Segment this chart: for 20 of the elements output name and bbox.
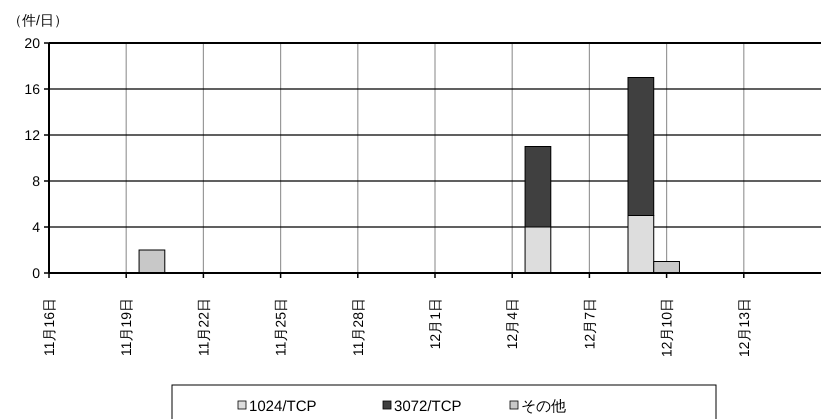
y-tick-label: 4: [32, 219, 40, 235]
x-tick-label: 12月10日: [658, 298, 675, 358]
x-tick-label: 12月13日: [736, 298, 752, 358]
x-tick-label: 12月1日: [427, 298, 443, 350]
x-tick-label: 11月28日: [350, 298, 366, 356]
y-tick-label: 12: [24, 127, 40, 143]
x-tick-label: 12月7日: [581, 298, 598, 350]
legend-label: 1024/TCP: [249, 398, 317, 415]
legend-label: 3072/TCP: [394, 398, 462, 415]
x-tick-label: 11月25日: [272, 298, 289, 356]
legend-label: その他: [521, 398, 566, 415]
y-tick-label: 20: [24, 35, 40, 51]
y-tick-label: 8: [32, 173, 40, 189]
y-tick-label: 0: [32, 265, 40, 281]
x-tick-label: 11月16日: [41, 298, 57, 356]
y-axis-title: （件/日）: [8, 12, 68, 28]
x-tick-label: 12月4日: [504, 298, 520, 350]
x-tick-label: 11月22日: [195, 298, 212, 356]
x-tick-label: 11月19日: [118, 298, 134, 356]
y-tick-label: 16: [24, 81, 40, 97]
